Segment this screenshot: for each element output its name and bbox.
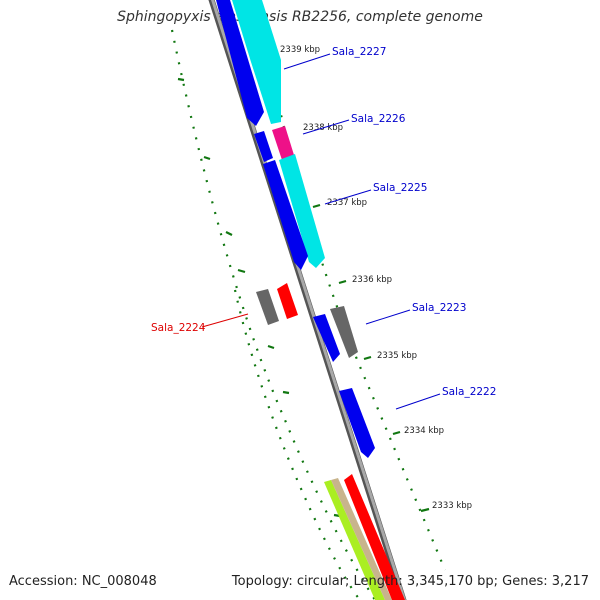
map-title: Sphingopyxis alaskensis RB2256, complete… [117, 9, 483, 25]
gene-label-sala2223[interactable]: Sala_2223 [412, 302, 466, 314]
tick-label-2339: 2339 kbp [280, 45, 320, 55]
gene-yellowgreen [324, 480, 385, 600]
gene-sala2224-red [277, 283, 298, 319]
gene-label-sala2224[interactable]: Sala_2224 [151, 322, 206, 334]
cog-track-inner [216, 0, 405, 600]
gene-tan [331, 478, 392, 600]
gene-sala2223-body [313, 314, 340, 362]
gene-label-sala2226[interactable]: Sala_2226 [351, 113, 406, 125]
tick-label-2337: 2337 kbp [327, 198, 367, 208]
gc-track-long-dashes [177, 77, 430, 518]
gene-sala2225-body [263, 160, 308, 270]
gene-label-sala2222[interactable]: Sala_2222 [442, 386, 496, 398]
gene-sala2222-body [339, 388, 375, 458]
cog-feature-magenta [272, 126, 294, 160]
gene-labels: Sala_2227 Sala_2226 Sala_2225 Sala_2223 … [151, 46, 496, 410]
topology-text: Topology: circular; Length: 3,345,170 bp… [231, 574, 589, 589]
gene-label-sala2225[interactable]: Sala_2225 [373, 182, 427, 194]
tick-label-2333: 2333 kbp [432, 501, 472, 511]
cog-feature-cyan-2 [279, 154, 325, 268]
cog-feature-cyan-1 [232, 0, 281, 124]
gene-sala2224-gray [256, 289, 279, 325]
gene-red-large [344, 474, 405, 600]
gene-label-sala2227[interactable]: Sala_2227 [332, 46, 386, 58]
accession-text: Accession: NC_008048 [9, 574, 157, 589]
backbone [208, 0, 407, 600]
tick-label-2335: 2335 kbp [377, 351, 417, 361]
tick-label-2334: 2334 kbp [404, 426, 444, 436]
cog-track-outer [232, 0, 358, 358]
gene-sala2227-body [216, 0, 264, 126]
gene-sala2226-body [254, 131, 273, 162]
tick-label-2336: 2336 kbp [352, 275, 392, 285]
cog-feature-gray-1 [330, 306, 358, 358]
